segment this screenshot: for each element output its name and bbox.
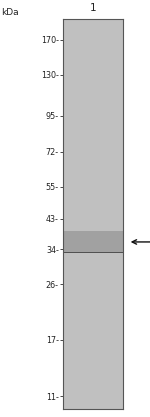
Text: 1: 1 [90,3,96,13]
Text: kDa: kDa [2,8,19,17]
